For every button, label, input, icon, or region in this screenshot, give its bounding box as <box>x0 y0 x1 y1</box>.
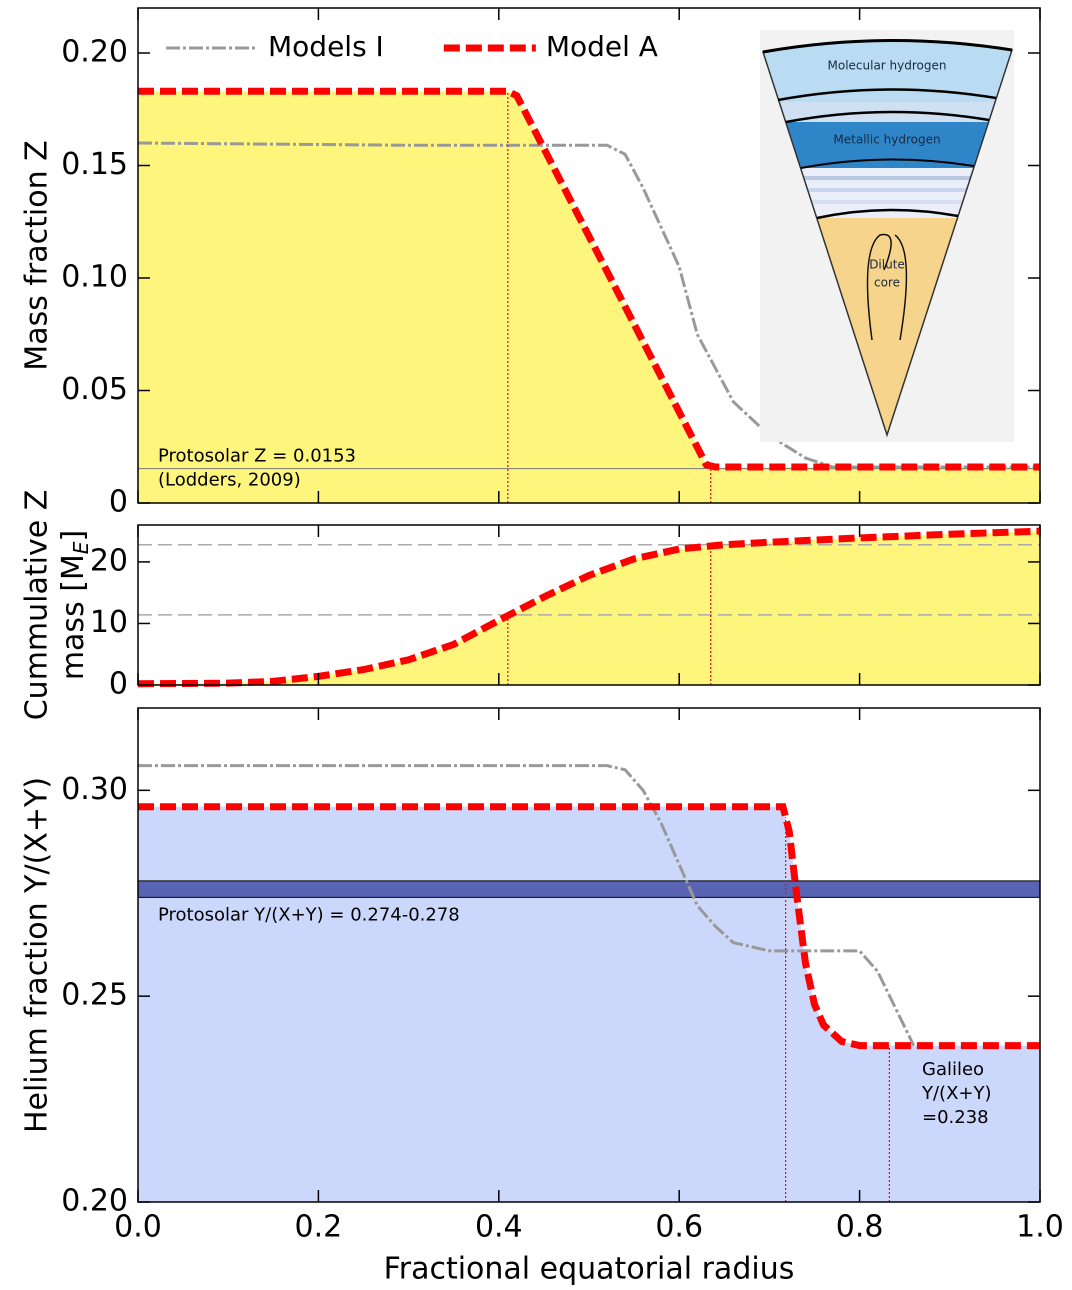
layer-boundary <box>816 208 959 220</box>
y-axis-label: mass [ME] <box>56 530 93 680</box>
y-tick-label: 0.20 <box>61 35 128 70</box>
y-axis-label-part: E <box>69 541 93 554</box>
core-arrow <box>894 234 908 341</box>
y-tick-label: 10 <box>90 605 128 640</box>
layer-stripe <box>763 188 1012 192</box>
y-axis-label: Helium fraction Y/(X+Y) <box>20 777 55 1133</box>
inset-diagram: Molecular hydrogen Metallic hydrogen Dil… <box>760 30 1014 442</box>
area-fill <box>138 91 1040 503</box>
reference-label: Protosolar Z = 0.0153 <box>158 446 356 467</box>
series-line <box>137 141 1040 469</box>
fills <box>138 91 1040 1202</box>
series-line <box>138 764 916 1047</box>
y-axis-label: Mass fraction Z <box>20 140 55 370</box>
y-tick-label: 0 <box>109 667 128 702</box>
reference-note: (Lodders, 2009) <box>158 470 301 491</box>
band-label: Protosolar Y/(X+Y) = 0.274-0.278 <box>158 904 460 925</box>
y-tick-label: 0.15 <box>61 147 128 182</box>
series-line <box>138 803 1040 1050</box>
legend-label: Model A <box>546 30 658 63</box>
layer-stripe <box>763 176 1012 180</box>
area-fill <box>138 806 1040 1202</box>
y-tick-label: 0.05 <box>61 372 128 407</box>
wedge-top <box>762 39 1013 54</box>
axes-frame <box>137 524 1041 686</box>
y-tick-label: 0.30 <box>61 772 128 807</box>
axes-frame <box>137 707 1041 1203</box>
series-line <box>138 87 1040 471</box>
axes-and-labels: Protosolar Z = 0.0153 (Lodders, 2009) 0 0.0… <box>20 7 1064 1287</box>
y-tick-label: 0.10 <box>61 260 128 295</box>
x-tick-label: 0.4 <box>475 1210 523 1245</box>
x-tick-label: 0.0 <box>114 1210 162 1245</box>
y-axis-label-part: ] <box>56 530 91 542</box>
series-line <box>137 527 1041 688</box>
layer-molecular <box>763 40 1012 102</box>
inset-label: core <box>874 276 900 290</box>
core-arrow <box>866 233 892 341</box>
layer-boundary <box>777 88 997 102</box>
y-axis-label-part: mass [M <box>56 554 91 680</box>
layer-boundary <box>785 110 990 124</box>
y-axis-label: Cummulative Z <box>20 490 55 721</box>
y-tick-label: 20 <box>90 543 128 578</box>
axes-frame <box>137 7 1041 504</box>
x-tick-label: 0.6 <box>655 1210 703 1245</box>
legend-label: Models I <box>268 30 384 63</box>
area-fill <box>138 531 1040 685</box>
y-tick-label: 0.25 <box>61 978 128 1013</box>
inset-label: Dilute <box>869 258 905 272</box>
inset-label: Metallic hydrogen <box>833 133 940 147</box>
y-tick-label: 0.20 <box>61 1184 128 1219</box>
layer-boundary <box>800 158 975 169</box>
annotation: Y/(X+Y) <box>921 1083 992 1104</box>
annotation: Galileo <box>922 1059 984 1080</box>
annotation: =0.238 <box>922 1107 989 1128</box>
x-tick-label: 0.8 <box>836 1210 884 1245</box>
protosolar-band <box>137 880 1041 898</box>
x-axis-label: Fractional equatorial radius <box>384 1252 795 1287</box>
layer-stripe <box>763 200 1012 204</box>
x-tick-label: 1.0 <box>1016 1210 1064 1245</box>
x-tick-label: 0.2 <box>295 1210 343 1245</box>
inset-label: Molecular hydrogen <box>828 59 947 73</box>
y-tick-label: 0 <box>109 485 128 520</box>
